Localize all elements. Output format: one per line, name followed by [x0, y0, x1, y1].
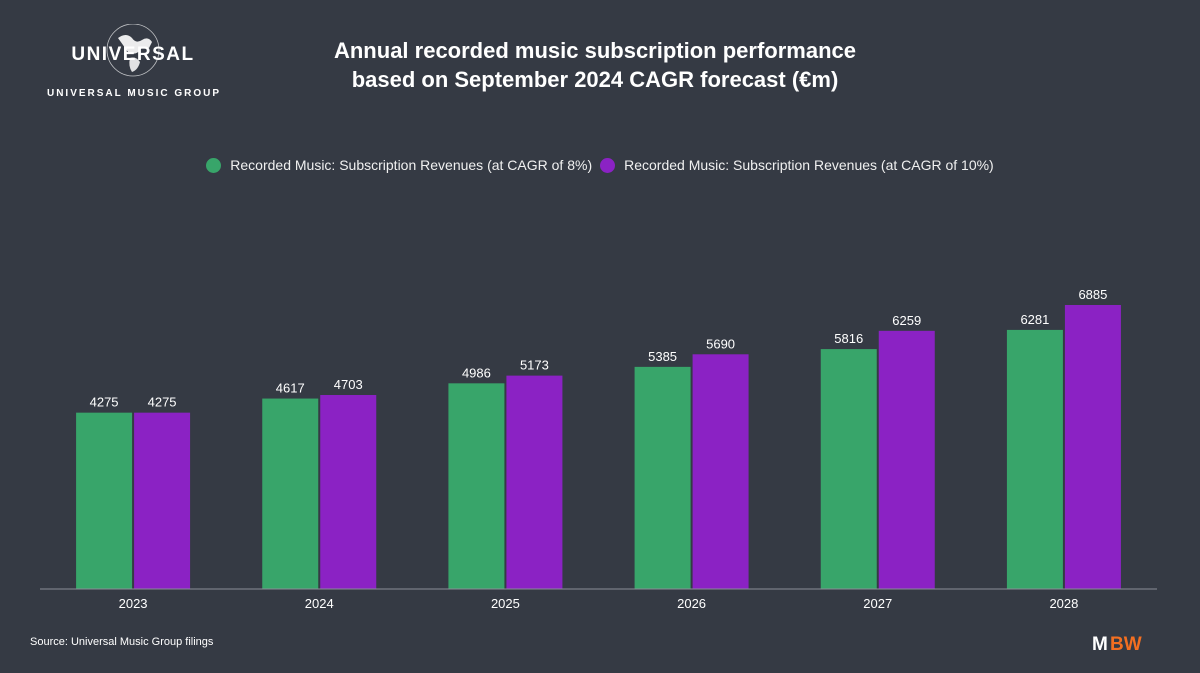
bar-2025-series-2 [506, 375, 563, 589]
legend-label-cagr-8: Recorded Music: Subscription Revenues (a… [230, 157, 593, 173]
data-label-2028-series-1: 6281 [1020, 312, 1049, 327]
legend-swatch-cagr-10 [600, 157, 616, 173]
data-label-2023-series-2: 4275 [148, 395, 177, 410]
bar-2028-series-1 [1006, 329, 1063, 589]
data-label-2028-series-2: 6885 [1078, 287, 1107, 302]
bar-2025-series-1 [448, 383, 505, 589]
legend-item-cagr-8[interactable]: Recorded Music: Subscription Revenues (a… [206, 157, 592, 173]
mbw-watermark-logo: M BW [1092, 634, 1142, 654]
x-tick-label-2028: 2028 [1049, 596, 1078, 611]
bar-2026-series-1 [634, 366, 691, 589]
x-tick-label-2023: 2023 [119, 596, 148, 611]
chart-title-line-2: based on September 2024 CAGR forecast (€… [351, 67, 839, 92]
data-label-2027-series-1: 5816 [834, 331, 863, 346]
chart-legend: Recorded Music: Subscription Revenues (a… [0, 157, 1200, 173]
x-tick-label-2025: 2025 [491, 596, 520, 611]
chart-title: Annual recorded music subscription perfo… [240, 36, 950, 94]
logo-word: UNIVERSAL [71, 44, 194, 65]
bar-2023-series-2 [134, 412, 191, 589]
x-tick-label-2026: 2026 [677, 596, 706, 611]
bar-2027-series-1 [820, 349, 877, 589]
data-label-2025-series-2: 5173 [520, 358, 549, 373]
legend-item-cagr-10[interactable]: Recorded Music: Subscription Revenues (a… [600, 157, 994, 173]
x-tick-label-2027: 2027 [863, 596, 892, 611]
data-label-2024-series-2: 4703 [334, 377, 363, 392]
source-note: Source: Universal Music Group filings [30, 636, 214, 648]
chart-title-line-1: Annual recorded music subscription perfo… [333, 38, 856, 63]
bar-2027-series-2 [878, 330, 935, 589]
data-label-2025-series-1: 4986 [462, 365, 491, 380]
data-label-2027-series-2: 6259 [892, 313, 921, 328]
legend-label-cagr-10: Recorded Music: Subscription Revenues (a… [624, 157, 994, 173]
bar-2024-series-2 [320, 395, 377, 589]
x-tick-label-2024: 2024 [305, 596, 334, 611]
svg-text:BW: BW [1110, 634, 1142, 654]
legend-swatch-cagr-8 [206, 157, 222, 173]
bar-2026-series-2 [692, 354, 749, 589]
bar-2024-series-1 [262, 398, 319, 589]
bar-2028-series-2 [1064, 305, 1121, 589]
data-label-2026-series-2: 5690 [706, 336, 735, 351]
data-label-2026-series-1: 5385 [648, 349, 677, 364]
universal-music-group-logo: UNIVERSAL UNIVERSAL MUSIC GROUP [47, 24, 221, 99]
logo-subtitle: UNIVERSAL MUSIC GROUP [47, 88, 221, 99]
bar-2023-series-1 [76, 412, 133, 589]
data-label-2023-series-1: 4275 [90, 395, 119, 410]
svg-text:M: M [1092, 634, 1108, 654]
data-label-2024-series-1: 4617 [276, 381, 305, 396]
